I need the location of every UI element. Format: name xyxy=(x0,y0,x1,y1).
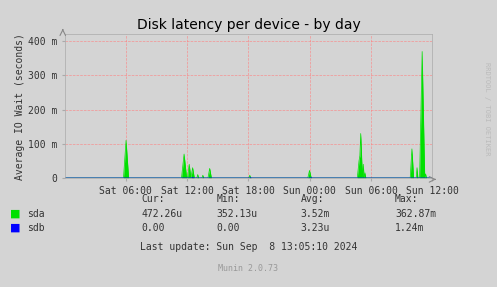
Text: 3.23u: 3.23u xyxy=(301,223,330,233)
Text: 472.26u: 472.26u xyxy=(142,209,183,219)
Title: Disk latency per device - by day: Disk latency per device - by day xyxy=(137,18,360,32)
Text: 352.13u: 352.13u xyxy=(216,209,257,219)
Text: sdb: sdb xyxy=(27,223,45,233)
Text: 362.87m: 362.87m xyxy=(395,209,436,219)
Text: RRDTOOL / TOBI OETIKER: RRDTOOL / TOBI OETIKER xyxy=(484,62,490,156)
Text: 3.52m: 3.52m xyxy=(301,209,330,219)
Text: 0.00: 0.00 xyxy=(216,223,240,233)
Text: Munin 2.0.73: Munin 2.0.73 xyxy=(219,264,278,273)
Text: Avg:: Avg: xyxy=(301,194,324,204)
Y-axis label: Average IO Wait (seconds): Average IO Wait (seconds) xyxy=(15,33,25,180)
Text: Cur:: Cur: xyxy=(142,194,165,204)
Text: 1.24m: 1.24m xyxy=(395,223,424,233)
Text: Max:: Max: xyxy=(395,194,418,204)
Text: ■: ■ xyxy=(10,209,20,219)
Text: sda: sda xyxy=(27,209,45,219)
Text: Last update: Sun Sep  8 13:05:10 2024: Last update: Sun Sep 8 13:05:10 2024 xyxy=(140,242,357,252)
Text: Min:: Min: xyxy=(216,194,240,204)
Text: 0.00: 0.00 xyxy=(142,223,165,233)
Text: ■: ■ xyxy=(10,223,20,233)
